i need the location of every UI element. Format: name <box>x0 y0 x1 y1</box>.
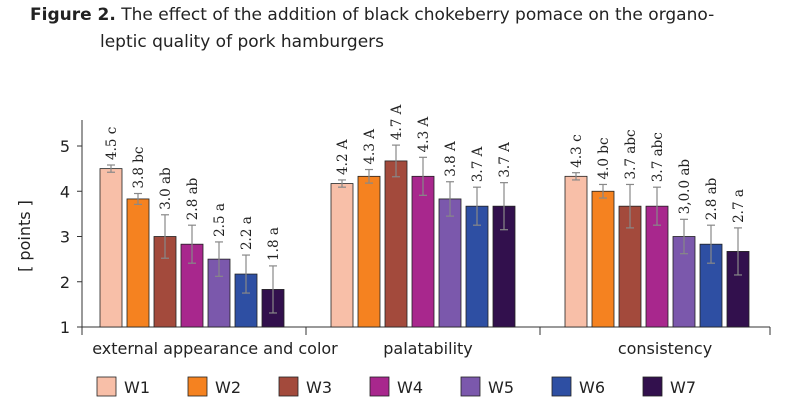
legend-swatch-w4 <box>369 376 390 397</box>
bar-w1 <box>564 175 588 328</box>
legend-label-w1: W1 <box>124 378 150 397</box>
data-label: 3.7 A <box>470 146 486 182</box>
legend-label-w6: W6 <box>579 378 605 397</box>
data-label: 3.7 A <box>497 142 513 178</box>
legend-label-w2: W2 <box>215 378 241 397</box>
data-label: 2.5 a <box>212 203 228 237</box>
bar-w4 <box>411 175 435 328</box>
legend-swatch-w7 <box>642 376 663 397</box>
bar-w5 <box>438 198 462 328</box>
legend-swatch-w6 <box>551 376 572 397</box>
legend-label-w3: W3 <box>306 378 332 397</box>
legend-swatch-w5 <box>460 376 481 397</box>
bar-w1 <box>330 183 354 328</box>
caption-line-2: leptic quality of pork hamburgers <box>100 32 384 52</box>
data-label: 4.2 A <box>335 139 351 175</box>
legend-swatch-w1 <box>96 376 117 397</box>
data-label: 2.2 a <box>239 216 255 250</box>
y-tick-label: 2 <box>60 273 70 292</box>
caption-text-1: The effect of the addition of black chok… <box>121 5 715 25</box>
data-label: 2.8 ab <box>185 178 201 220</box>
data-label: 4.3 A <box>362 129 378 165</box>
legend-label-w5: W5 <box>488 378 514 397</box>
legend-label-w4: W4 <box>397 378 423 397</box>
bar-w1 <box>99 168 123 328</box>
figure-caption: Figure 2. The effect of the addition of … <box>30 2 790 56</box>
y-tick-label: 3 <box>60 228 70 247</box>
data-label: 3.7 abc <box>650 132 666 182</box>
category-label: consistency <box>618 339 712 358</box>
data-label: 3.7 abc <box>623 129 639 179</box>
data-label: 1.8 a <box>266 227 282 261</box>
data-label: 4.7 A <box>389 104 405 140</box>
data-label: 3.8 bc <box>131 147 147 189</box>
bar-w2 <box>591 190 615 328</box>
data-label: 4.5 c <box>104 127 120 160</box>
y-tick-label: 5 <box>60 137 70 156</box>
category-label: external appearance and color <box>92 339 338 358</box>
data-label: 3.8 A <box>443 141 459 177</box>
figure-number: Figure 2. <box>30 5 116 25</box>
caption-line-1: Figure 2. The effect of the addition of … <box>30 2 790 29</box>
bar-w2 <box>126 198 150 328</box>
y-tick-label: 4 <box>60 182 70 201</box>
legend-swatch-w2 <box>187 376 208 397</box>
data-label: 4.0 bc <box>596 137 612 179</box>
y-axis-label: [ points ] <box>15 200 34 272</box>
data-label: 4.3 A <box>416 117 432 153</box>
legend-swatch-w3 <box>278 376 299 397</box>
data-label: 3,0.0 ab <box>677 159 693 214</box>
data-label: 2.7 a <box>731 189 747 223</box>
legend-label-w7: W7 <box>670 378 696 397</box>
data-label: 3.0 ab <box>158 167 174 209</box>
data-label: 4.3 c <box>569 134 585 167</box>
bar-w3 <box>384 160 408 328</box>
bar-w2 <box>357 175 381 328</box>
data-label: 2.8 ab <box>704 178 720 220</box>
category-label: palatability <box>383 339 473 358</box>
y-tick-label: 1 <box>60 318 70 337</box>
